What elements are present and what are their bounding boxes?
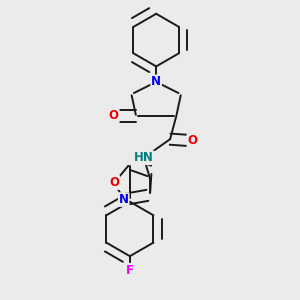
Text: O: O <box>109 110 119 122</box>
Text: F: F <box>126 264 134 277</box>
Text: HN: HN <box>134 151 154 164</box>
Text: N: N <box>151 75 161 88</box>
Text: N: N <box>119 193 129 206</box>
Text: O: O <box>188 134 197 147</box>
Text: O: O <box>110 176 119 189</box>
